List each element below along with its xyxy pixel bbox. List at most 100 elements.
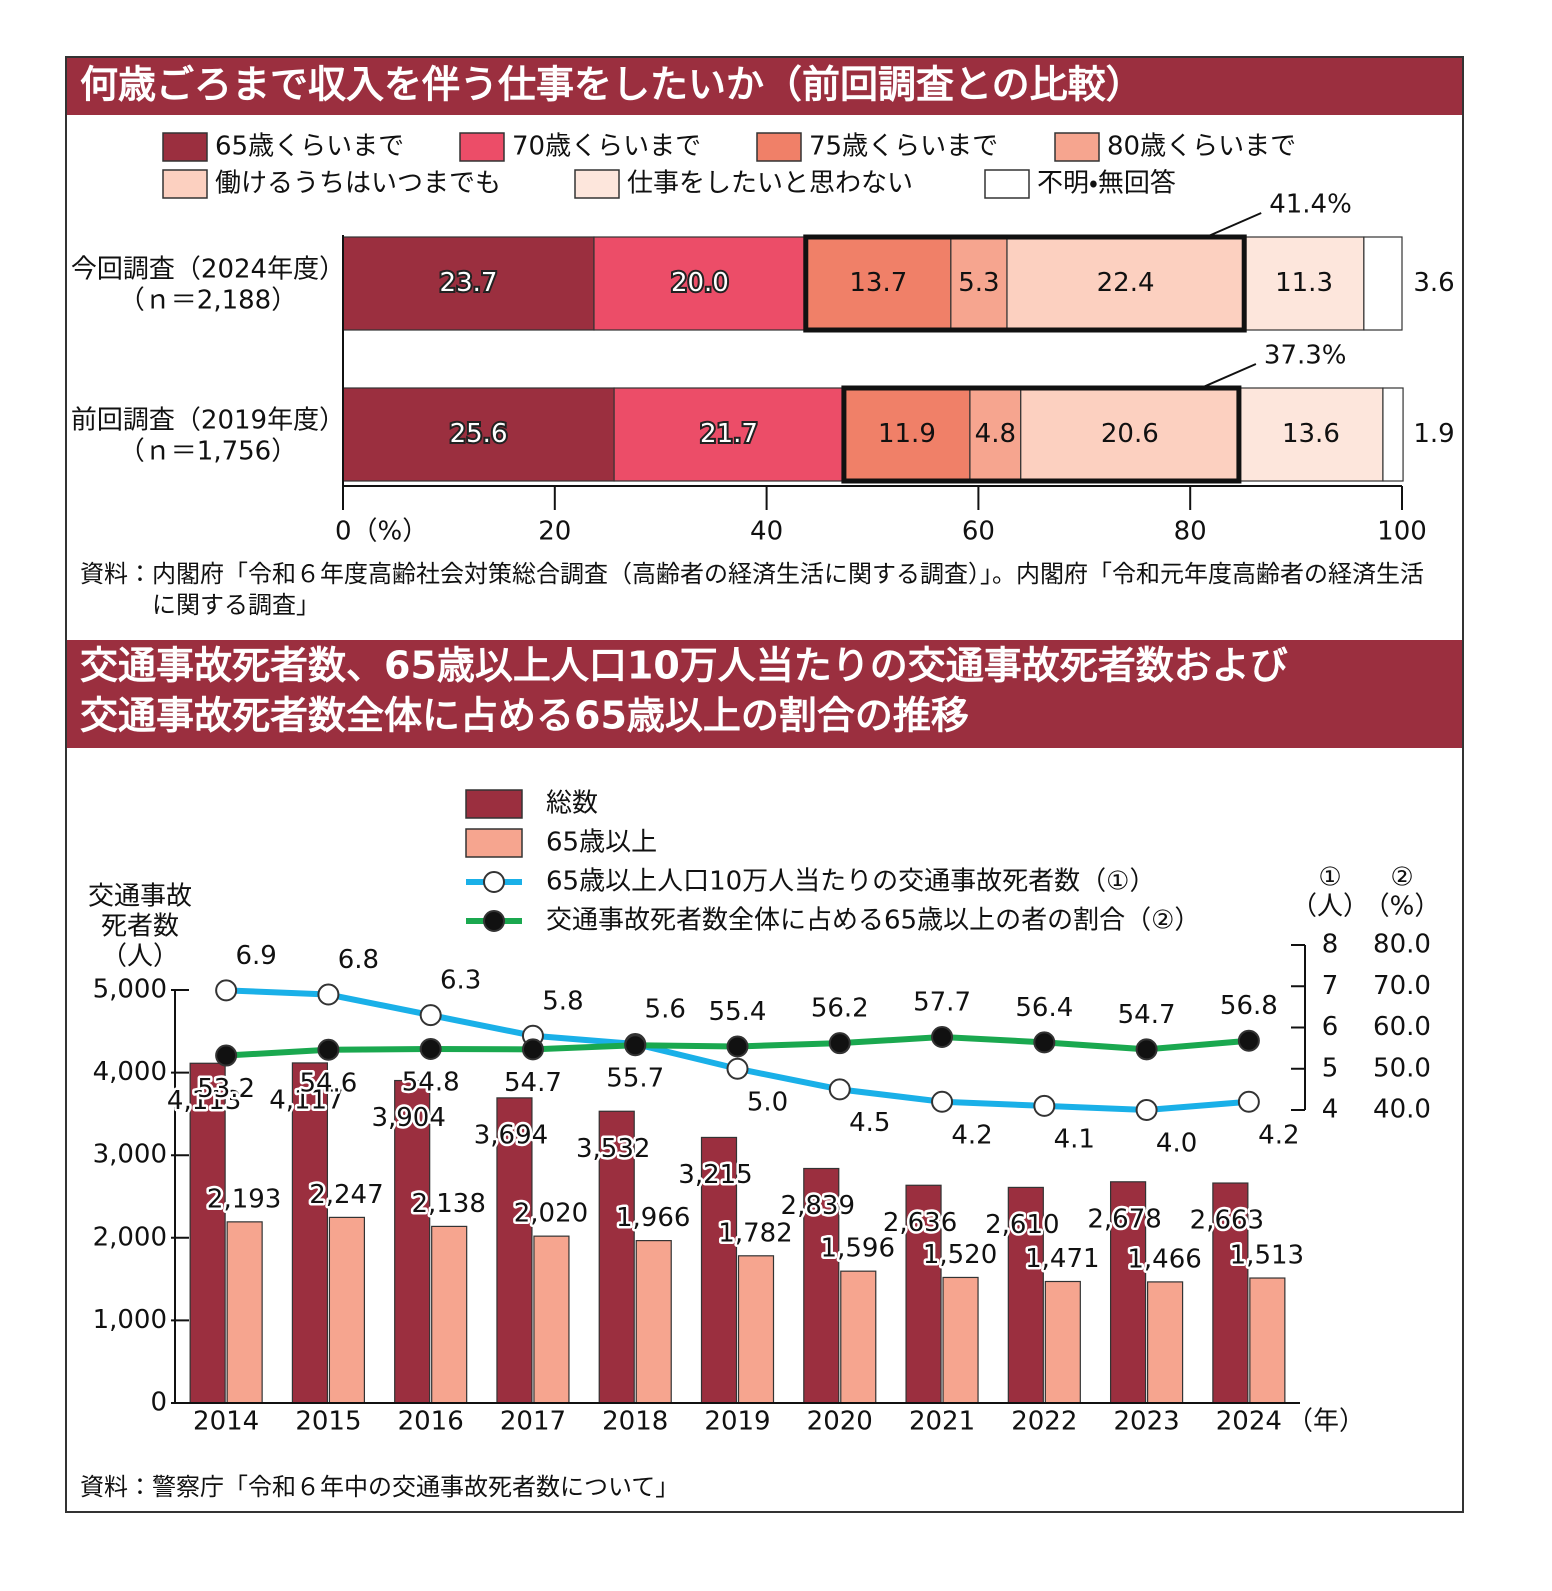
y-tick-label: 5,000 <box>93 975 167 1005</box>
value-label: 1,782 <box>718 1218 792 1248</box>
legend-swatch <box>162 132 208 162</box>
y-tick-label: 4,000 <box>93 1057 167 1087</box>
bar <box>1044 1280 1081 1404</box>
value-label: 13.7 <box>849 268 907 298</box>
marker <box>828 1078 851 1101</box>
y2-tick-label: 6 <box>1322 1012 1339 1042</box>
value-label: 4.5 <box>849 1108 890 1138</box>
bar <box>189 1062 226 1404</box>
value-label: 2,247 <box>309 1180 383 1210</box>
x-tick-label: 2023 <box>1114 1407 1180 1437</box>
category-label: 今回調査（2024年度） <box>71 255 345 285</box>
bar <box>942 1276 979 1404</box>
value-label: 3,215 <box>678 1160 752 1190</box>
value-label: 3.6 <box>1413 268 1454 298</box>
value-label: 1,513 <box>1230 1241 1304 1271</box>
marker <box>1135 1038 1158 1061</box>
x-tick-label: 80 <box>1174 517 1207 547</box>
legend-label: 65歳以上人口10万人当たりの交通事故死者数（①） <box>546 867 1155 897</box>
bar <box>1109 1181 1147 1404</box>
legend-label: 80歳くらいまで <box>1107 132 1296 162</box>
bar-segment <box>613 387 845 482</box>
x-tick-label: 2014 <box>193 1407 259 1437</box>
y-axis-title: 交通事故 <box>88 882 192 912</box>
value-label: 4.2 <box>951 1120 992 1150</box>
legend-label: 不明・無回答 <box>1037 169 1176 199</box>
value-label: 6.3 <box>440 966 481 996</box>
value-label: 22.4 <box>1097 268 1155 298</box>
value-label: 57.7 <box>913 987 971 1017</box>
value-label: 2,663 <box>1190 1206 1264 1236</box>
bar-segment <box>1238 387 1384 482</box>
chart-title: 交通事故死者数、65歳以上人口10万人当たりの交通事故死者数および <box>80 644 1288 688</box>
bar <box>635 1240 672 1404</box>
legend-marker <box>483 910 505 932</box>
legend-swatch <box>574 169 620 199</box>
marker <box>419 1037 442 1060</box>
title-bar <box>67 640 1462 748</box>
x-tick-label: 2016 <box>398 1407 464 1437</box>
marker <box>215 979 238 1002</box>
value-label: 54.6 <box>299 1068 357 1098</box>
value-label: 3,904 <box>371 1103 445 1133</box>
bar <box>533 1235 570 1404</box>
marker <box>1033 1031 1056 1054</box>
x-tick-label: 60 <box>962 517 995 547</box>
value-label: 1,466 <box>1127 1244 1201 1274</box>
bar-segment <box>1363 236 1403 331</box>
legend-label: 総数 <box>546 789 598 819</box>
value-label: 25.6 <box>450 419 508 449</box>
bar <box>328 1216 366 1404</box>
marker <box>931 1090 954 1113</box>
value-label: 23.7 <box>440 268 498 298</box>
value-label: 4,117 <box>269 1085 343 1115</box>
legend-swatch <box>459 132 505 162</box>
x-tick-label: 100 <box>1377 517 1427 547</box>
x-tick-label: 2018 <box>602 1407 668 1437</box>
bar <box>1007 1186 1044 1404</box>
legend-label: 交通事故死者数全体に占める65歳以上の者の割合（②） <box>546 906 1200 936</box>
value-label: 20.6 <box>1101 419 1159 449</box>
bar <box>840 1270 877 1404</box>
value-label: 4.8 <box>975 419 1016 449</box>
bar-segment <box>593 236 807 331</box>
leader-line <box>1200 363 1257 389</box>
value-label: 1,596 <box>821 1234 895 1264</box>
y-axis-title: 死者数 <box>101 912 179 942</box>
value-label: 2,193 <box>207 1184 281 1214</box>
y-tick-label: 0 <box>150 1388 167 1418</box>
value-label: 11.3 <box>1275 268 1333 298</box>
value-label: 2,138 <box>411 1189 485 1219</box>
bracket-box <box>841 385 1242 484</box>
bar <box>737 1255 775 1404</box>
sample-size: （ｎ＝1,756） <box>119 437 297 467</box>
value-label: 54.7 <box>1118 1000 1176 1030</box>
value-label: 2,636 <box>883 1208 957 1238</box>
bar-segment <box>342 236 595 331</box>
value-label: 3,532 <box>576 1134 650 1164</box>
value-label: 6.9 <box>235 941 276 971</box>
marker <box>317 1038 340 1061</box>
legend-label: 65歳くらいまで <box>215 132 404 162</box>
value-label: 5.3 <box>958 268 999 298</box>
y3-tick-label: 70.0 <box>1373 971 1431 1001</box>
value-label: 1,966 <box>616 1203 690 1233</box>
legend-swatch <box>984 169 1030 199</box>
y-tick-label: 3,000 <box>93 1140 167 1170</box>
value-label: 4,113 <box>167 1086 241 1116</box>
marker <box>726 1035 749 1058</box>
value-label: 2,678 <box>1087 1204 1161 1234</box>
x-tick-label: 0（%） <box>335 517 428 547</box>
x-unit: （年） <box>1287 1407 1365 1437</box>
y2-tick-label: 7 <box>1322 971 1339 1001</box>
value-label: 3,694 <box>474 1120 548 1150</box>
value-label: 13.6 <box>1282 419 1340 449</box>
y3-axis-title: （%） <box>1364 892 1441 922</box>
y-tick-label: 1,000 <box>93 1305 167 1335</box>
x-tick-label: 2024 <box>1216 1407 1282 1437</box>
bar-segment <box>1020 387 1240 482</box>
bar <box>394 1079 431 1404</box>
value-label: 1.9 <box>1413 419 1454 449</box>
marker <box>1135 1099 1158 1121</box>
